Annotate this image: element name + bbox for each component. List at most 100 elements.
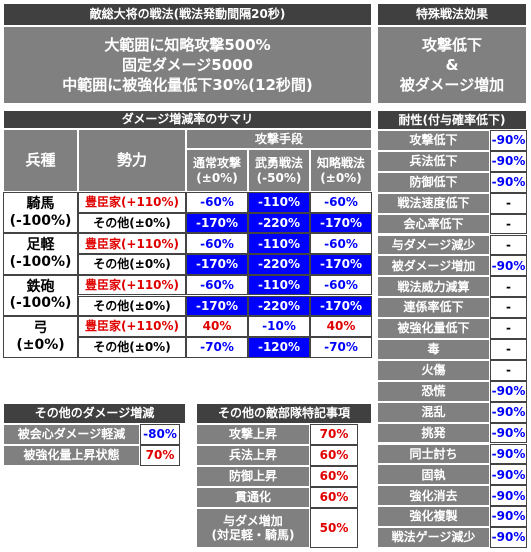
unit-header-text: 兵種: [25, 151, 56, 170]
rate-cell: -170%: [310, 295, 372, 317]
notes-label: 与ダメ増加 (対足軽・騎馬): [196, 508, 310, 548]
notes-value: 60%: [310, 445, 358, 466]
notes-title: その他の敵部隊特記事項: [196, 403, 372, 424]
resistance-value: -: [490, 359, 527, 381]
notes-value: 60%: [310, 466, 358, 487]
resistance-label-text: 固執: [421, 467, 446, 482]
resistance-label-text: 恐慌: [421, 384, 446, 399]
rate-cell-text: -220%: [257, 298, 301, 313]
resistance-label: 会心率低下: [377, 213, 490, 235]
method-header-text: (-50%): [256, 170, 302, 185]
resistance-label: 被強化量低下: [377, 318, 490, 339]
resistance-value: -90%: [490, 130, 527, 151]
rate-cell-text: -60%: [200, 236, 234, 251]
faction-label: その他(±0%): [78, 295, 186, 317]
method-header-text: 通常攻撃: [192, 156, 241, 171]
resistance-value: -90%: [490, 443, 527, 465]
rate-cell: -70%: [310, 336, 372, 358]
rate-cell-text: -10%: [262, 319, 296, 334]
resistance-title-text: 耐性(付与確率低下): [398, 112, 506, 127]
tactic-body-text: 固定ダメージ5000: [122, 55, 253, 74]
rate-cell: -170%: [310, 212, 372, 234]
resistance-value: -90%: [490, 150, 527, 172]
resistance-label: 強化消去: [377, 485, 490, 507]
notes-value-text: 70%: [319, 427, 349, 442]
notes-value-text: 60%: [319, 469, 349, 484]
rate-cell: -10%: [248, 316, 310, 337]
rate-cell: -60%: [310, 274, 372, 296]
resistance-label: 連係率低下: [377, 297, 490, 319]
notes-value-text: 50%: [319, 520, 349, 535]
special-body-text: 攻撃低下: [421, 35, 482, 54]
rate-cell-text: -120%: [257, 340, 301, 355]
resistance-label: 毒: [377, 339, 490, 360]
faction-label: その他(±0%): [78, 254, 186, 275]
resistance-value-text: -90%: [491, 509, 526, 524]
rate-cell: -120%: [248, 336, 310, 358]
notes-label: 攻撃上昇: [196, 424, 310, 445]
resistance-label: 挑発: [377, 422, 490, 444]
rate-cell: -170%: [186, 212, 248, 234]
resistance-value: -90%: [490, 527, 527, 548]
notes-label: 貫通化: [196, 487, 310, 508]
resistance-label-text: 強化複製: [409, 509, 458, 524]
special-body: 攻撃低下 & 被ダメージ増加: [377, 26, 527, 104]
other-damage-label: 被会心ダメージ軽減: [3, 424, 140, 445]
notes-label: 兵法上昇: [196, 445, 310, 466]
resistance-value: -90%: [490, 422, 527, 444]
resistance-value-text: -90%: [491, 133, 526, 148]
notes-label-text: 防御上昇: [228, 469, 277, 484]
rate-cell: -110%: [248, 233, 310, 255]
unit-label-text: (-100%): [9, 212, 72, 229]
resistance-label: 混乱: [377, 401, 490, 423]
resistance-value-text: -90%: [491, 530, 526, 545]
unit-label-text: 鉄砲: [26, 278, 55, 295]
faction-label-text: 豊臣家(+110%): [84, 319, 180, 334]
resistance-label: 恐慌: [377, 380, 490, 402]
unit-label-text: (-100%): [9, 254, 72, 271]
resistance-label-text: 挑発: [421, 425, 446, 440]
unit-label: 足軽 (-100%): [3, 233, 78, 275]
unit-label-text: 騎馬: [26, 195, 55, 212]
resistance-value: -90%: [490, 380, 527, 402]
rate-cell: 40%: [310, 316, 372, 337]
resistance-value-text: -: [506, 342, 511, 357]
method-header-text: 武勇戦法: [254, 156, 303, 171]
faction-label: 豊臣家(+110%): [78, 274, 186, 296]
resistance-label-text: 兵法低下: [409, 154, 458, 169]
faction-label-text: 豊臣家(+110%): [84, 236, 180, 251]
notes-value: 50%: [310, 508, 358, 548]
resistance-value: -90%: [490, 464, 527, 486]
notes-label-text: 兵法上昇: [228, 448, 277, 463]
other-damage-label-text: 被会心ダメージ軽減: [17, 427, 126, 442]
rate-cell: -60%: [186, 233, 248, 255]
other-damage-value: -80%: [140, 424, 180, 445]
rate-cell: -70%: [186, 336, 248, 358]
resistance-value-text: -: [506, 279, 511, 294]
resistance-value-text: -90%: [491, 175, 526, 190]
rate-cell-text: -170%: [195, 257, 239, 272]
resistance-label-text: 会心率低下: [403, 216, 464, 231]
notes-label-text: 与ダメ増加: [223, 513, 283, 528]
tactic-body-text: 大範囲に知略攻撃500%: [104, 35, 271, 54]
rate-cell-text: 40%: [202, 319, 232, 334]
attack-header-text: 攻撃手段: [254, 131, 303, 146]
rate-cell: -60%: [186, 192, 248, 213]
resistance-value: -90%: [490, 485, 527, 507]
rate-cell: -110%: [248, 274, 310, 296]
method-header: 武勇戦法 (-50%): [248, 149, 310, 192]
rate-cell-text: -110%: [257, 236, 301, 251]
resistance-value: -: [490, 234, 527, 256]
rate-cell-text: -170%: [319, 215, 363, 230]
resistance-value: -: [490, 213, 527, 235]
unit-label: 鉄砲 (-100%): [3, 274, 78, 317]
resistance-value: -90%: [490, 171, 527, 193]
resistance-label: 火傷: [377, 359, 490, 381]
resistance-value: -90%: [490, 401, 527, 423]
rate-cell-text: 40%: [326, 319, 356, 334]
tactic-title: 敵総大将の戦法(戦法発動間隔20秒): [3, 3, 372, 26]
rate-cell-text: -170%: [319, 257, 363, 272]
unit-label: 騎馬 (-100%): [3, 192, 78, 234]
notes-value: 60%: [310, 487, 358, 508]
